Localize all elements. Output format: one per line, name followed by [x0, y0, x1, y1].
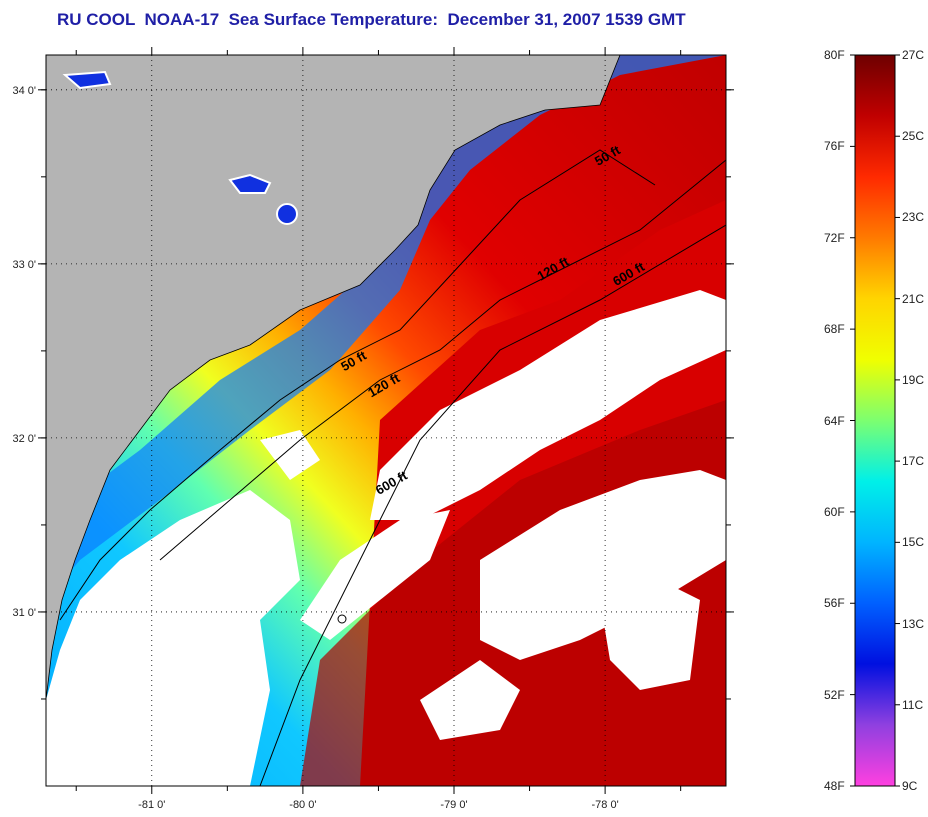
colorbar-c-label: 15C [902, 535, 925, 550]
colorbar-f-label: 72F [824, 230, 845, 245]
colorbar-c-label: 25C [902, 129, 925, 144]
colorbar-f-label: 68F [824, 322, 845, 337]
map-frame [45, 54, 727, 787]
cloud-mask [46, 290, 726, 786]
page-title: RU COOL NOAA-17 Sea Surface Temperature:… [57, 10, 686, 29]
colorbar-c-label: 13C [902, 616, 925, 631]
lon-tick-label: -81 0' [138, 799, 165, 811]
isobath-600ft [259, 224, 726, 786]
lon-tick-label: -78 0' [592, 799, 619, 811]
colorbar-f-label: 80F [824, 48, 845, 62]
colorbar-c-label: 17C [902, 454, 925, 469]
isobath-50ft [59, 149, 656, 621]
colorbar-f-label: 60F [824, 504, 845, 519]
lat-tick-label: 31 0' [12, 607, 36, 619]
colorbar-c-label: 9C [902, 779, 918, 793]
isobath-120ft [159, 159, 726, 561]
colorbar-f-label: 48F [824, 779, 845, 793]
colorbar-f-label: 52F [824, 687, 845, 702]
colorbar-c-label: 23C [902, 210, 925, 225]
lat-tick-label: 33 0' [12, 259, 36, 271]
colorbar-f-label: 76F [824, 139, 845, 154]
lon-tick-label: -79 0' [440, 799, 467, 811]
lon-tick-label: -80 0' [289, 799, 316, 811]
inland-lake [62, 70, 112, 90]
station-marker [337, 614, 347, 624]
lat-tick-label: 34 0' [12, 85, 36, 97]
inland-lake [228, 173, 272, 194]
colorbar-f-label: 56F [824, 596, 845, 611]
colorbar [854, 54, 896, 787]
colorbar-c-label: 27C [902, 48, 925, 62]
colorbar-c-label: 11C [902, 697, 924, 712]
lat-tick-label: 32 0' [12, 433, 36, 445]
colorbar-c-label: 19C [902, 372, 925, 387]
colorbar-c-label: 21C [902, 291, 925, 306]
inland-lake [276, 203, 298, 225]
colorbar-f-label: 64F [824, 413, 845, 428]
land-mass [46, 55, 621, 701]
